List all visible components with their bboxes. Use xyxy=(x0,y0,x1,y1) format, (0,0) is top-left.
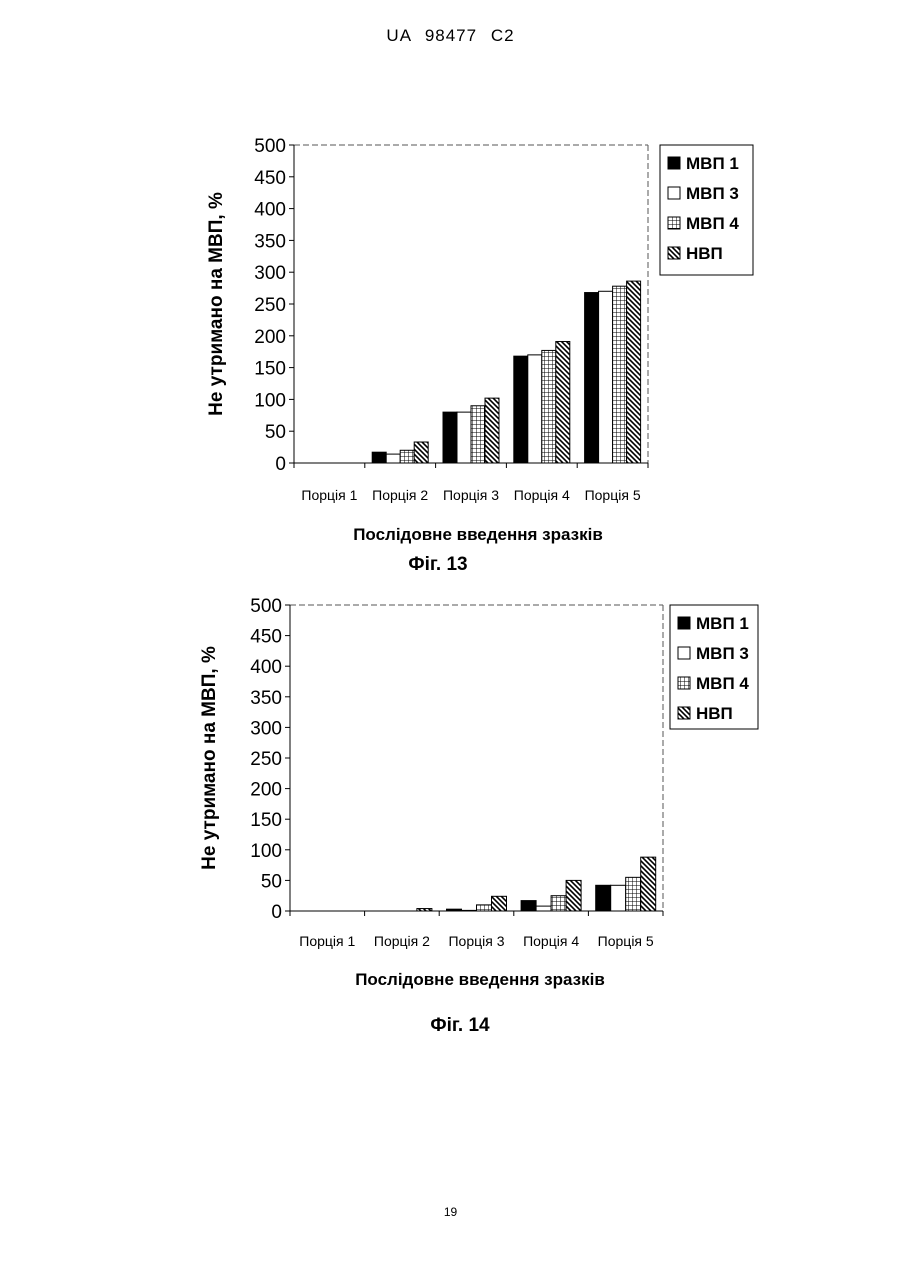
y-tick-label: 350 xyxy=(254,231,286,252)
bar-diagonal xyxy=(492,896,507,911)
bar-solid xyxy=(521,901,536,911)
x-tick-label: Порція 4 xyxy=(523,933,579,949)
legend-swatch-empty xyxy=(678,647,690,659)
y-tick-label: 100 xyxy=(250,841,282,862)
legend-swatch-grid xyxy=(678,677,690,689)
y-tick-label: 300 xyxy=(254,263,286,284)
y-tick-label: 50 xyxy=(261,871,282,892)
y-tick-label: 100 xyxy=(254,390,286,411)
y-tick-label: 500 xyxy=(254,136,286,157)
x-tick-label: Порція 2 xyxy=(374,933,430,949)
bar-empty xyxy=(462,910,477,911)
legend-swatch-diagonal xyxy=(668,247,680,259)
bar-empty xyxy=(536,906,551,911)
bar-empty xyxy=(457,412,471,463)
x-tick-label: Порція 5 xyxy=(598,933,654,949)
bar-diagonal xyxy=(641,857,656,911)
y-tick-label: 500 xyxy=(250,596,282,617)
bar-empty xyxy=(528,355,542,463)
x-tick-label: Порція 3 xyxy=(443,487,499,503)
bar-solid xyxy=(372,452,386,463)
legend-swatch-diagonal xyxy=(678,707,690,719)
x-tick-label: Порція 5 xyxy=(585,487,641,503)
y-axis-title: Не утримано на МВП, % xyxy=(206,192,227,416)
bar-empty xyxy=(611,885,626,911)
bar-solid xyxy=(596,885,611,911)
y-tick-label: 150 xyxy=(254,359,286,380)
page-number: 19 xyxy=(0,1205,901,1219)
y-tick-label: 350 xyxy=(250,688,282,709)
bar-diagonal xyxy=(627,281,641,463)
bar-solid xyxy=(585,293,599,463)
legend-swatch-empty xyxy=(668,187,680,199)
figure-13-svg: 0 50 100 150 200 250 300 350 400 450 500 Порція 1 По… xyxy=(0,120,901,580)
x-tick-label: Порція 3 xyxy=(448,933,504,949)
bar-diagonal xyxy=(414,442,428,463)
bar-diagonal xyxy=(417,909,432,911)
legend-label: МВП 3 xyxy=(686,184,739,203)
legend-label: МВП 4 xyxy=(696,674,749,693)
bar-grid xyxy=(471,406,485,463)
y-tick-label: 450 xyxy=(254,168,286,189)
y-tick-label: 450 xyxy=(250,627,282,648)
y-tick-label: 400 xyxy=(254,200,286,221)
legend-swatch-grid xyxy=(668,217,680,229)
x-axis-title: Послідовне введення зразків xyxy=(353,525,603,544)
x-axis-title: Послідовне введення зразків xyxy=(355,970,605,989)
bar-grid xyxy=(551,896,566,911)
x-tick-label: Порція 1 xyxy=(299,933,355,949)
x-tick-label: Порція 1 xyxy=(301,487,357,503)
figure-14-svg: 0 50 100 150 200 250 300 350 400 450 500 Порція 1 По… xyxy=(0,585,901,1045)
y-tick-label: 400 xyxy=(250,657,282,678)
y-tick-label: 300 xyxy=(250,718,282,739)
bar-grid xyxy=(613,286,627,463)
y-axis-title: Не утримано на МВП, % xyxy=(199,646,220,870)
legend-swatch-solid xyxy=(668,157,680,169)
y-tick-label: 0 xyxy=(275,454,286,475)
y-tick-label: 250 xyxy=(254,295,286,316)
bar-grid xyxy=(626,877,641,911)
x-tick-label: Порція 4 xyxy=(514,487,570,503)
figure-label: Фіг. 14 xyxy=(430,1015,490,1036)
y-tick-label: 0 xyxy=(271,902,282,923)
bar-diagonal xyxy=(566,880,581,911)
legend-label: МВП 3 xyxy=(696,644,749,663)
y-tick-label: 50 xyxy=(265,422,286,443)
y-tick-label: 200 xyxy=(250,780,282,801)
bar-solid xyxy=(447,909,462,911)
x-tick-label: Порція 2 xyxy=(372,487,428,503)
bar-solid xyxy=(514,356,528,463)
legend-label: НВП xyxy=(696,704,733,723)
bar-diagonal xyxy=(485,398,499,463)
bar-solid xyxy=(443,412,457,463)
legend-label: МВП 1 xyxy=(696,614,749,633)
figure-label: Фіг. 13 xyxy=(408,554,467,575)
bar-grid xyxy=(542,350,556,463)
y-tick-label: 250 xyxy=(250,749,282,770)
legend-swatch-solid xyxy=(678,617,690,629)
document-code: UA 98477 C2 xyxy=(0,26,901,46)
bar-grid xyxy=(400,450,414,463)
figure-13-chart: 0 50 100 150 200 250 300 350 400 450 500 Порція 1 По… xyxy=(0,120,901,580)
legend-label: МВП 4 xyxy=(686,214,739,233)
bar-diagonal xyxy=(556,342,570,463)
bar-empty xyxy=(599,291,613,463)
y-tick-label: 200 xyxy=(254,327,286,348)
bar-empty xyxy=(386,454,400,463)
legend-label: НВП xyxy=(686,244,723,263)
bar-grid xyxy=(477,905,492,911)
legend-label: МВП 1 xyxy=(686,154,739,173)
y-tick-label: 150 xyxy=(250,810,282,831)
figure-14-chart: 0 50 100 150 200 250 300 350 400 450 500 Порція 1 По… xyxy=(0,585,901,1045)
